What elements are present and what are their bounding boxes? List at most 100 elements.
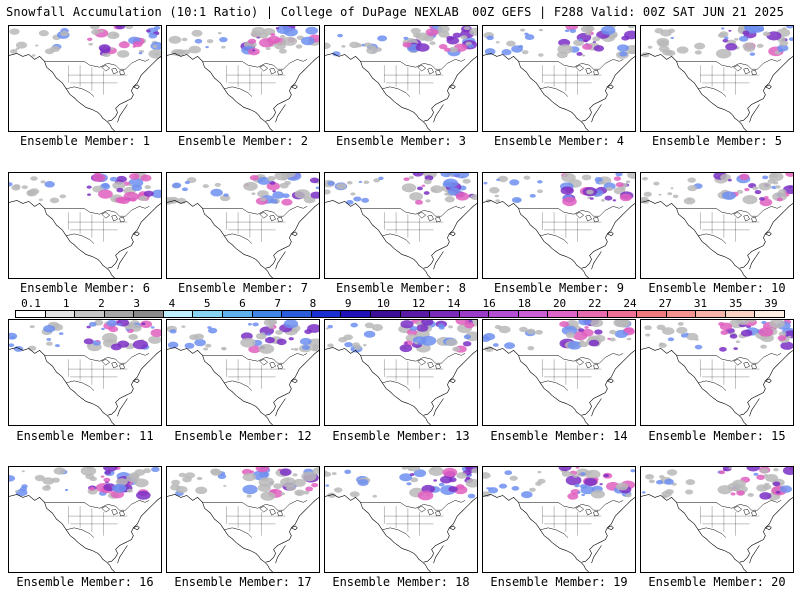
colorbar-swatch (75, 311, 105, 317)
snow-shading (625, 493, 632, 498)
snowfall-map (9, 320, 161, 425)
snow-shading (617, 44, 629, 52)
member-map-panel (482, 172, 636, 279)
snow-shading (275, 330, 283, 335)
snow-shading (415, 43, 430, 52)
snow-shading (629, 50, 635, 55)
geographic-outline (417, 358, 441, 370)
snow-shading (346, 199, 354, 205)
snow-shading (352, 342, 360, 347)
snow-shading (723, 468, 727, 472)
snow-shading (615, 173, 623, 177)
snow-shading (448, 46, 458, 53)
snow-shading (581, 54, 586, 57)
snowfall-map (167, 467, 319, 572)
member-map-panel (482, 25, 636, 132)
snow-shading (569, 28, 577, 33)
colorbar-swatch (666, 311, 697, 317)
geographic-outline (167, 494, 319, 572)
member-map-panel (640, 319, 794, 426)
snow-shading (759, 197, 766, 201)
snowfall-map (483, 320, 635, 425)
snow-shading (738, 35, 749, 42)
snow-shading (153, 26, 161, 30)
snow-shading (151, 189, 161, 199)
snow-shading (250, 30, 262, 38)
snow-shading (788, 185, 793, 189)
snow-shading (169, 329, 177, 334)
geographic-outline (384, 359, 444, 389)
snow-shading (13, 184, 21, 189)
snow-shading (511, 196, 522, 204)
snow-shading (421, 184, 426, 187)
geographic-outline (259, 505, 283, 517)
geographic-outline (44, 500, 150, 511)
geographic-outline (325, 200, 477, 278)
snowfall-map (167, 320, 319, 425)
snow-shading (417, 490, 434, 501)
snow-shading (171, 479, 181, 486)
snow-shading (30, 176, 38, 181)
snow-shading (720, 173, 732, 181)
snow-shading (327, 180, 335, 186)
snow-shading (687, 185, 698, 192)
snow-shading (721, 191, 736, 200)
snow-shading (312, 467, 319, 475)
member-map-panel (166, 25, 320, 132)
member-label: Ensemble Member: 10 (648, 281, 786, 295)
geographic-outline (259, 358, 283, 370)
geographic-outline (167, 53, 319, 131)
geographic-outline (417, 211, 441, 223)
snow-shading (658, 193, 662, 196)
snow-shading (283, 320, 299, 329)
snow-shading (191, 29, 203, 37)
snow-shading (194, 38, 203, 44)
colorbar-swatch (45, 311, 76, 317)
snow-shading (140, 320, 153, 328)
snow-shading (501, 49, 512, 56)
snow-shading (413, 469, 427, 478)
colorbar-swatch (577, 311, 608, 317)
snow-shading (773, 467, 779, 472)
snow-shading (593, 45, 605, 52)
member-label: Ensemble Member: 18 (332, 575, 470, 589)
snow-shading (101, 182, 110, 188)
snow-shading (223, 484, 227, 487)
colorbar-tick-label: 31 (693, 297, 708, 310)
geographic-outline (483, 494, 635, 572)
colorbar-swatch (370, 311, 401, 317)
snow-shading (303, 490, 310, 495)
snow-shading (270, 33, 276, 37)
snow-shading (443, 178, 459, 188)
snow-shading (34, 474, 45, 482)
geographic-outline (202, 59, 308, 70)
snow-shading (734, 37, 739, 41)
snow-shading (60, 30, 69, 37)
snow-shading (565, 475, 582, 486)
snowfall-map (9, 173, 161, 278)
snow-shading (423, 179, 432, 185)
snow-shading (132, 41, 143, 48)
colorbar-cells (15, 310, 785, 318)
snow-shading (536, 189, 543, 194)
member-map-panel (166, 172, 320, 279)
snow-shading (643, 191, 652, 197)
snow-shading (583, 39, 589, 43)
colorbar-swatch (104, 311, 135, 317)
snow-shading (484, 48, 496, 55)
geographic-outline (68, 65, 128, 95)
snow-shading (333, 487, 343, 493)
snow-shading (425, 199, 431, 203)
snow-shading (337, 33, 343, 38)
snow-shading (683, 197, 696, 205)
member-label: Ensemble Member: 5 (651, 134, 783, 148)
snow-shading (455, 320, 469, 325)
snow-shading (456, 484, 465, 490)
member-label: Ensemble Member: 15 (648, 429, 786, 443)
snow-shading (92, 173, 106, 182)
colorbar-swatch (282, 311, 312, 317)
snow-shading (615, 482, 629, 491)
snow-shading (573, 474, 578, 478)
snow-shading (26, 189, 38, 197)
snow-shading (9, 28, 20, 35)
